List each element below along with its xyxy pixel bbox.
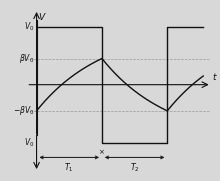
Text: V: V — [38, 13, 44, 22]
Text: $-\beta V_0$: $-\beta V_0$ — [13, 104, 34, 117]
Text: t: t — [213, 73, 216, 82]
Text: $\beta V_0$: $\beta V_0$ — [19, 52, 34, 65]
Text: $V_0$: $V_0$ — [24, 20, 34, 33]
Text: $T_1$: $T_1$ — [64, 161, 74, 174]
Text: $\times$: $\times$ — [99, 148, 105, 156]
Text: $V_0$: $V_0$ — [24, 137, 34, 149]
Text: $T_2$: $T_2$ — [130, 161, 139, 174]
